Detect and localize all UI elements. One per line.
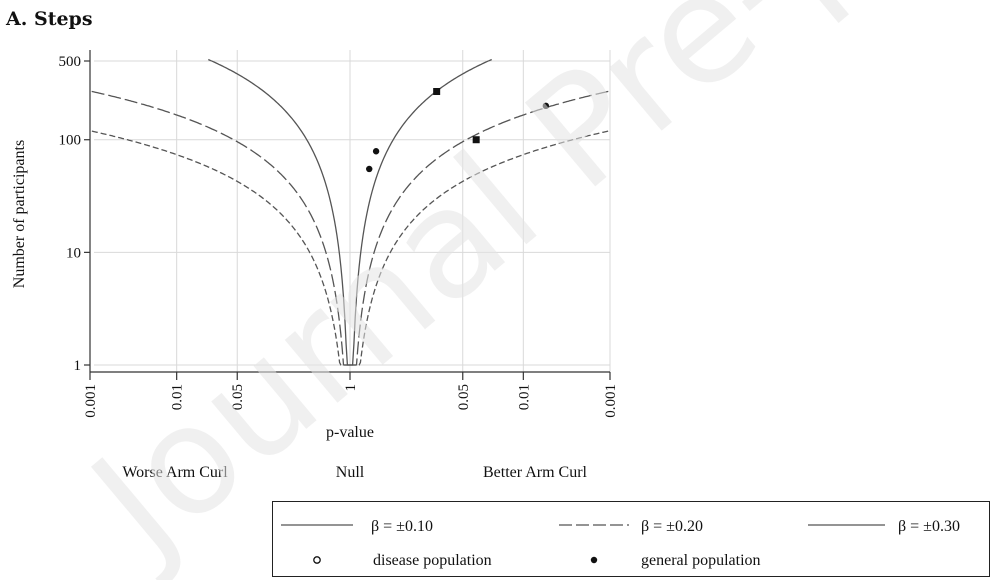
grid-lines	[89, 50, 611, 372]
legend-label-beta-030: β = ±0.30	[898, 518, 960, 535]
legend-label-disease: disease population	[373, 552, 492, 569]
data-point	[433, 88, 441, 96]
y-axis-title: Number of participants	[11, 140, 28, 288]
contour-line-negative	[89, 90, 350, 366]
legend: β = ±0.10 β = ±0.20 β = ±0.30 disease po…	[272, 501, 990, 577]
x-tick-label: 0.01	[516, 384, 532, 410]
y-tick-label: 1	[74, 358, 82, 374]
data-point	[372, 148, 380, 155]
legend-graphic: β = ±0.10 β = ±0.20 β = ±0.30 disease po…	[281, 518, 960, 569]
legend-marker-disease	[313, 556, 321, 564]
x-tick-label: 0.05	[230, 384, 246, 410]
legend-label-beta-020: β = ±0.20	[641, 518, 703, 535]
x-axis-title: p-value	[326, 424, 374, 441]
contour-line-positive	[350, 130, 611, 366]
y-tick-label: 500	[59, 54, 82, 70]
contour-curves	[89, 58, 611, 366]
y-tick-label: 10	[66, 245, 81, 261]
x-tick-label: 1	[343, 384, 359, 392]
data-point	[542, 102, 550, 110]
contour-line-positive	[350, 90, 611, 366]
region-label-null: Null	[336, 464, 365, 481]
x-tick-label: 0.001	[603, 384, 619, 418]
legend-label-beta-010: β = ±0.10	[371, 518, 433, 535]
data-point	[366, 165, 373, 173]
y-tick-label: 100	[59, 133, 82, 149]
x-tick-label: 0.001	[83, 384, 99, 418]
contour-line-negative	[89, 130, 350, 366]
data-point	[472, 136, 480, 144]
x-tick-label: 0.01	[170, 384, 186, 410]
panel-title: A. Steps	[6, 8, 93, 30]
region-label-worse: Worse Arm Curl	[122, 464, 228, 481]
contour-line-positive	[350, 58, 492, 366]
region-label-better: Better Arm Curl	[483, 464, 588, 481]
x-tick-label: 0.05	[456, 384, 472, 410]
data-points	[366, 88, 550, 173]
legend-label-general: general population	[641, 552, 761, 569]
contour-line-negative	[208, 58, 350, 366]
legend-marker-general	[590, 556, 598, 564]
